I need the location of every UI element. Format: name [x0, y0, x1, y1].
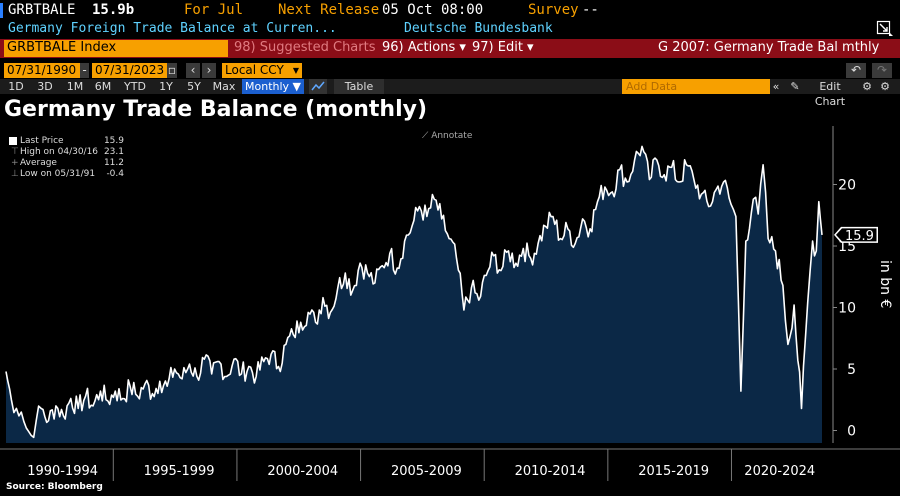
x-tick-label: 2015-2019 [638, 464, 709, 479]
gear-icon[interactable]: ⚙ [862, 80, 872, 93]
security-field-text: GRBTBALE Index [7, 40, 117, 55]
frequency-dropdown[interactable]: Monthly ▼ [242, 79, 304, 94]
y-axis-label: in bn € [877, 260, 893, 308]
period-button-ytd[interactable]: YTD [124, 80, 146, 93]
chart-title: Germany Trade Balance (monthly) [4, 97, 428, 122]
security-field[interactable]: GRBTBALE Index [4, 40, 228, 57]
end-date-field[interactable]: 07/31/2023 [92, 63, 170, 78]
low-marker-icon: ⊥ [11, 169, 19, 179]
last-value-label: 15.9 [845, 229, 874, 244]
date-separator: - [80, 63, 89, 78]
x-tick-label: 1990-1994 [27, 464, 98, 479]
collapse-icon[interactable]: « [772, 80, 780, 93]
add-data-field[interactable]: Add Data [622, 79, 770, 94]
annotate-button[interactable]: ⟋ Annotate [422, 131, 472, 141]
x-tick-label: 2010-2014 [515, 464, 586, 479]
legend-value: 15.9 [103, 136, 124, 146]
period-button-5y[interactable]: 5Y [187, 80, 201, 93]
y-tick-label: 20 [838, 178, 856, 194]
period-button-1y[interactable]: 1Y [159, 80, 173, 93]
chart-name: G 2007: Germany Trade Bal mthly [658, 40, 880, 55]
range-bar: 07/31/1990 - 07/31/2023 ▫ ‹ › Local CCY … [0, 63, 900, 79]
plot-layer [5, 145, 823, 443]
x-tick-label: 2005-2009 [391, 464, 462, 479]
legend-label: Low on 05/31/91 [20, 169, 96, 179]
table-button[interactable]: Table [334, 79, 384, 94]
calendar-icon[interactable]: ▫ [167, 63, 177, 78]
period-button-1d[interactable]: 1D [8, 80, 24, 93]
legend-row-last: Last Price 15.9 [7, 136, 124, 147]
x-tick-label: 1995-1999 [144, 464, 215, 479]
x-tick-label: 2020-2024 [744, 464, 815, 479]
last-value-tag-inner [836, 228, 877, 242]
command-toolbar: GRBTBALE Index 98) Suggested Charts 96) … [0, 39, 900, 58]
series-area [6, 146, 822, 443]
next-release-label: Next Release [278, 2, 380, 18]
high-marker-icon: ⊤ [11, 147, 19, 157]
undo-icon[interactable]: ↶ [846, 63, 866, 78]
currency-value: Local CCY [225, 63, 284, 77]
period-button-1m[interactable]: 1M [66, 80, 84, 93]
legend-row-low: ⊥ Low on 05/31/91 -0.4 [7, 169, 124, 180]
legend-label: High on 04/30/16 [20, 147, 99, 157]
source-footnote: Source: Bloomberg [6, 482, 103, 492]
source-name: Deutsche Bundesbank [404, 21, 553, 36]
series-line [5, 145, 823, 439]
chevron-down-icon: ▼ [292, 66, 299, 75]
survey-value: -- [582, 2, 599, 18]
legend-value: -0.4 [106, 169, 124, 179]
actions-menu[interactable]: 96) Actions ▾ [382, 40, 466, 55]
legend-row-average: + Average 11.2 [7, 158, 124, 169]
security-description: Germany Foreign Trade Balance at Curren.… [0, 20, 900, 38]
expand-icon[interactable] [876, 20, 894, 37]
y-tick-label: 15 [838, 239, 856, 255]
redo-icon[interactable]: ↷ [872, 63, 892, 78]
suggested-charts-button[interactable]: 98) Suggested Charts [234, 40, 376, 55]
prev-range-button[interactable]: ‹ [186, 63, 200, 78]
pencil-icon[interactable]: ✎ [790, 80, 800, 93]
start-date-field[interactable]: 07/31/1990 [4, 63, 80, 78]
description: Germany Foreign Trade Balance at Curren.… [8, 21, 337, 36]
legend-value: 11.2 [103, 158, 124, 168]
legend-swatch-icon [9, 137, 17, 145]
period-bar: 1D 3D 1M 6M YTD 1Y 5Y Max Monthly ▼ Tabl… [0, 79, 900, 108]
y-tick-label: 0 [847, 424, 856, 440]
legend-label: Average [20, 158, 57, 168]
average-marker-icon: + [11, 158, 19, 168]
last-price: 15.9b [92, 2, 135, 18]
survey-label: Survey [528, 2, 579, 18]
chart-legend: Last Price 15.9 ⊤ High on 04/30/16 23.1 … [7, 136, 124, 180]
y-tick-label: 5 [847, 362, 856, 378]
annotate-label: Annotate [431, 131, 473, 141]
header-marker [0, 3, 3, 18]
axis-layer: 0 5 10 15 20 in bn € 15.9 1990-1994 1995-1999 200… [0, 126, 900, 481]
x-tick-label: 2000-2004 [267, 464, 338, 479]
next-release-value: 05 Oct 08:00 [382, 2, 484, 18]
legend-label: Last Price [20, 136, 64, 146]
settings-icon[interactable]: ⚙ [880, 80, 890, 93]
period-label: For Jul [184, 2, 244, 18]
ticker: GRBTBALE [8, 2, 76, 18]
legend-row-high: ⊤ High on 04/30/16 23.1 [7, 147, 124, 158]
edit-menu[interactable]: 97) Edit ▾ [472, 40, 534, 55]
next-range-button[interactable]: › [202, 63, 216, 78]
period-button-3d[interactable]: 3D [37, 80, 53, 93]
edit-chart-button[interactable]: Edit Chart [814, 80, 846, 108]
security-header: GRBTBALE 15.9b For Jul Next Release 05 O… [0, 0, 900, 20]
chart-type-icon[interactable] [309, 79, 327, 94]
legend-value: 23.1 [103, 147, 124, 157]
period-button-6m[interactable]: 6M [94, 80, 112, 93]
y-tick-label: 10 [838, 301, 856, 317]
period-button-max[interactable]: Max [212, 80, 236, 93]
annotate-icon: ⟋ [422, 131, 429, 141]
currency-dropdown[interactable]: Local CCY ▼ [222, 63, 302, 78]
